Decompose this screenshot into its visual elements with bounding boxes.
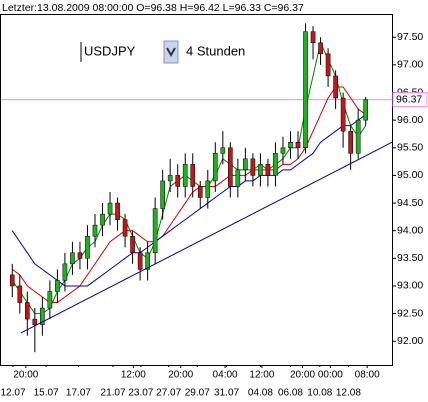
x-tick-label: 00:00 (318, 370, 343, 381)
candle-body (55, 280, 60, 292)
plot-frame (0, 14, 393, 366)
x-tick-label: 20:00 (168, 370, 193, 381)
y-tick-label: 94.50 (397, 197, 423, 209)
candle-body (130, 235, 135, 254)
candle-body (9, 274, 15, 287)
candle-body (280, 147, 286, 154)
candle-body (348, 130, 353, 154)
candle-body (205, 180, 211, 198)
x-date-label: 17.07 (66, 388, 91, 399)
y-tick-label: 95.50 (397, 142, 423, 154)
x-tick-label: 20:00 (13, 370, 38, 381)
candle-body (288, 141, 293, 149)
candle-body (258, 164, 263, 176)
candle-body (160, 180, 165, 209)
timeframe-dropdown[interactable] (163, 40, 179, 64)
candle-body (303, 31, 308, 149)
candle-body (77, 252, 83, 259)
candle-body (62, 263, 68, 281)
y-tick-label: 94.00 (397, 224, 423, 236)
moving-average (11, 114, 366, 287)
price-label-box (392, 92, 428, 108)
candle-body (17, 285, 23, 303)
candle-body (100, 213, 105, 226)
candle-body (145, 252, 150, 270)
y-tick-label: 93.00 (397, 280, 423, 292)
trendline (20, 141, 393, 334)
candle-body (197, 186, 203, 198)
y-tick-label: 97.50 (397, 31, 423, 43)
x-tick-label: 08:00 (355, 370, 380, 381)
candle-body (243, 158, 248, 171)
x-tick-label: 20:00 (290, 370, 315, 381)
candle-body (250, 158, 256, 176)
candle-body (212, 153, 218, 182)
y-tick-label: 96.00 (397, 114, 423, 126)
x-date-label: 23.07 (128, 388, 153, 399)
candle-body (325, 53, 331, 77)
x-date-label: 06.08 (278, 388, 303, 399)
x-date-label: 10.08 (307, 388, 332, 399)
x-date-label: 29.07 (185, 388, 210, 399)
candle-body (92, 224, 98, 237)
x-tick-label: 12:00 (121, 370, 146, 381)
candle-body (47, 291, 53, 309)
candle-body (333, 75, 338, 99)
x-tick-label: 12:00 (249, 370, 274, 381)
candle-body (175, 175, 181, 187)
x-date-label: 12.08 (336, 388, 361, 399)
candle-body (340, 97, 346, 132)
candle-body (220, 147, 226, 154)
candle-body (167, 175, 173, 182)
candle-body (355, 119, 361, 154)
candle-body (235, 169, 241, 187)
price-label: 96.37 (396, 93, 422, 105)
x-date-label: 27.07 (156, 388, 181, 399)
x-date-label: 31.07 (214, 388, 239, 399)
candle-body (363, 99, 369, 121)
candle-body (152, 208, 158, 254)
y-tick-label: 93.50 (397, 252, 423, 264)
x-date-label: 15.07 (34, 388, 59, 399)
candle-body (137, 252, 143, 270)
symbol[interactable]: USDJPY (84, 43, 136, 58)
x-date-label: 12.07 (1, 388, 26, 399)
candle-body (32, 318, 38, 325)
candle-body (115, 202, 120, 220)
y-tick-label: 95.00 (397, 169, 423, 181)
candle-body (295, 141, 301, 149)
candle-body (70, 252, 75, 265)
timeframe[interactable]: 4 Stunden (186, 43, 245, 58)
candle-body (107, 202, 113, 215)
candle-body (182, 164, 188, 187)
x-date-label: 21.07 (101, 388, 126, 399)
dropdown-arrow (166, 47, 176, 58)
y-tick-label: 92.00 (397, 335, 423, 347)
candle-body (122, 219, 128, 237)
candle-body (318, 42, 323, 55)
x-date-label: 04.08 (248, 388, 273, 399)
candle-body (228, 147, 233, 187)
x-tick-label: 04:00 (213, 370, 238, 381)
candle-body (190, 164, 196, 187)
status-line: Letzter:13.08.2009 08:00:00 O=96.38 H=96… (2, 2, 304, 14)
candle-body (310, 31, 316, 43)
y-tick-label: 92.50 (397, 307, 423, 319)
candle-body (273, 153, 278, 176)
candle-body (85, 235, 90, 259)
candle-body (265, 164, 271, 176)
candle-body (24, 302, 30, 320)
candle-body (40, 307, 45, 325)
y-tick-label: 97.00 (397, 59, 423, 71)
